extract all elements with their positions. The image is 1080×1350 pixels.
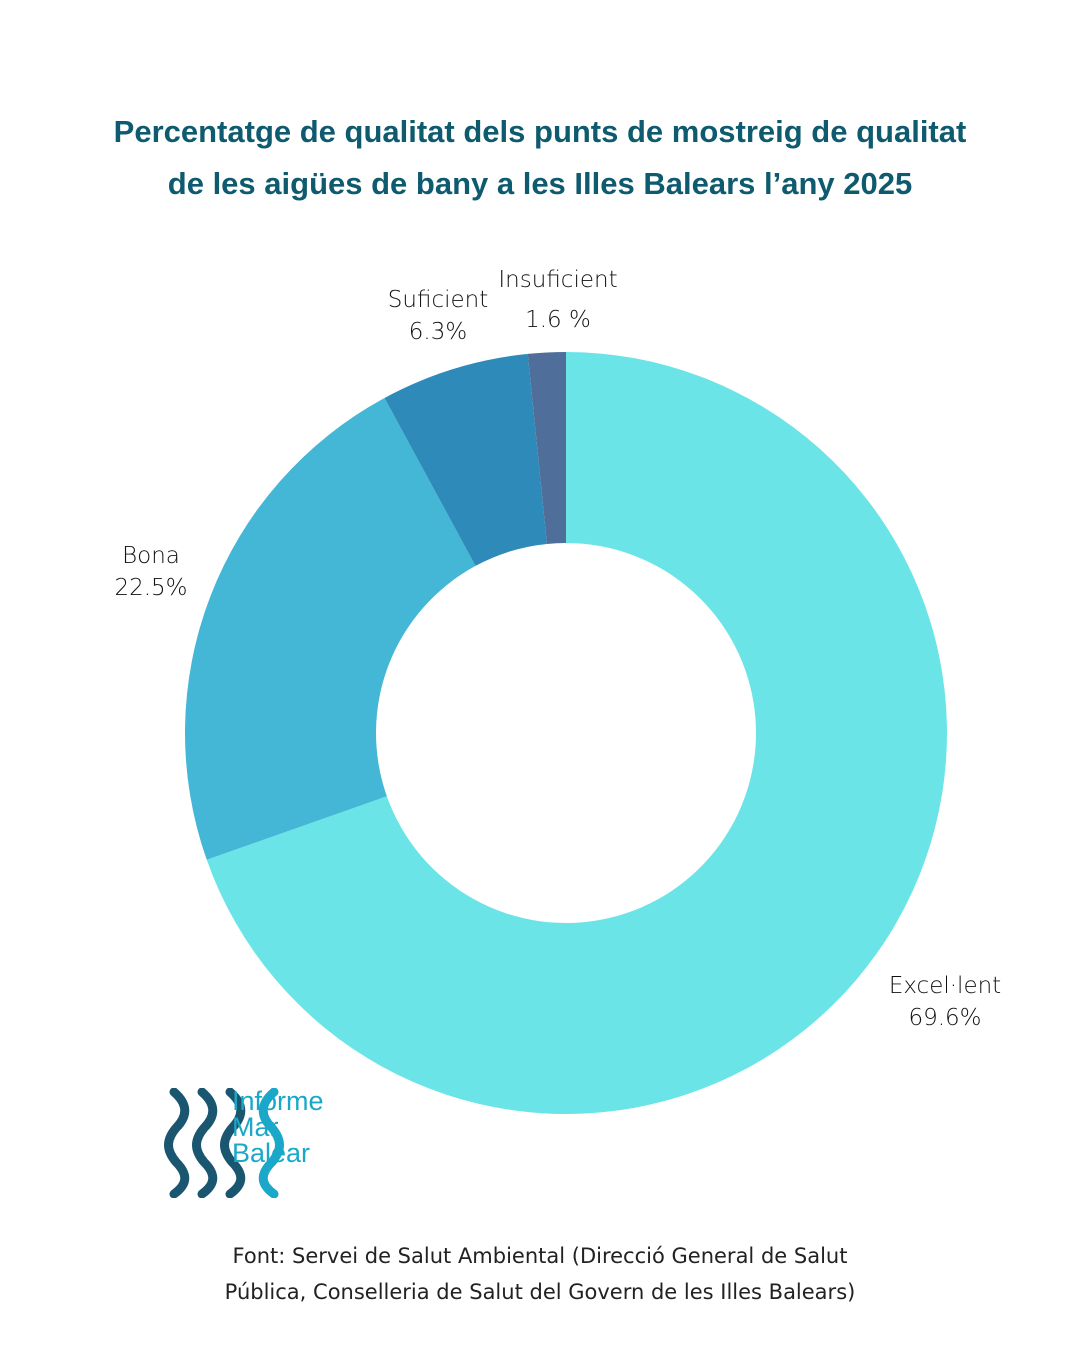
label-suficient-name: Suficient	[387, 287, 489, 313]
label-bona: Bona 22.5%	[114, 540, 187, 604]
donut-slice-suficient	[384, 353, 547, 566]
label-suficient-value: 6.3%	[408, 319, 468, 345]
logo-text: Informe Mar Balear	[232, 1086, 324, 1168]
donut-slice-bona	[184, 397, 476, 860]
label-insuficient-name: Insuficient	[498, 267, 618, 293]
label-excellent: Excel·lent 69.6%	[889, 970, 1001, 1034]
logo-text-line-2: Mar	[232, 1112, 279, 1142]
donut-slice-excellent	[206, 352, 948, 1114]
label-insuficient-value: 1.6 %	[525, 307, 591, 333]
title-line-2: de les aigües de bany a les Illes Balear…	[167, 166, 913, 201]
source-line-2: Pública, Conselleria de Salut del Govern…	[224, 1280, 856, 1304]
donut-slice-insuficient	[527, 352, 566, 544]
label-bona-name: Bona	[122, 543, 180, 569]
label-excellent-value: 69.6%	[908, 1005, 982, 1031]
label-suficient: Suficient 6.3%	[388, 284, 488, 348]
source-note: Font: Servei de Salut Ambiental (Direcci…	[0, 1238, 1080, 1310]
title-line-1: Percentatge de qualitat dels punts de mo…	[113, 114, 967, 149]
label-insuficient: Insuficient 1.6 %	[498, 260, 617, 340]
logo-text-line-1: Informe	[232, 1086, 324, 1116]
label-excellent-name: Excel·lent	[888, 973, 1002, 999]
label-bona-value: 22.5%	[114, 575, 188, 601]
logo-text-line-3: Balear	[232, 1138, 311, 1168]
source-line-1: Font: Servei de Salut Ambiental (Direcci…	[232, 1244, 848, 1268]
informe-mar-balear-logo-icon	[164, 1088, 284, 1198]
chart-title: Percentatge de qualitat dels punts de mo…	[0, 106, 1080, 210]
